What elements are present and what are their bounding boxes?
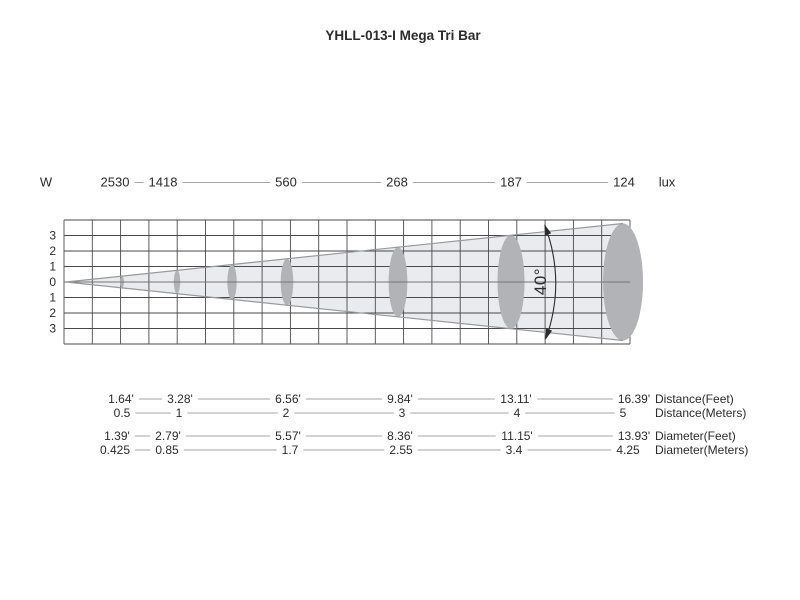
lux-value: 2530 bbox=[101, 175, 130, 190]
distance-meters-value: 1 bbox=[176, 406, 183, 420]
y-axis-tick-label: 2 bbox=[49, 306, 56, 320]
diameter-feet-value: 1.39' bbox=[104, 429, 130, 443]
distance-feet-value: 1.64' bbox=[108, 392, 134, 406]
distance-feet-value: 9.84' bbox=[387, 392, 413, 406]
diameter-feet-value: 8.36' bbox=[387, 429, 413, 443]
beam-cone-top-edge bbox=[65, 222, 624, 283]
distance-meters-label: Distance(Meters) bbox=[655, 406, 746, 420]
y-axis-tick-label: 2 bbox=[49, 244, 56, 258]
distance-meters-value: 4 bbox=[514, 406, 521, 420]
beam-angle-label: 40° bbox=[531, 268, 550, 295]
diameter-meters-value: 0.85 bbox=[155, 443, 179, 457]
diameter-meters-value: 3.4 bbox=[506, 443, 523, 457]
diameter-feet-value: 5.57' bbox=[275, 429, 301, 443]
diameter-feet-label: Diameter(Feet) bbox=[655, 429, 736, 443]
y-axis-tick-label: 1 bbox=[49, 291, 56, 305]
y-axis-tick-label: 3 bbox=[49, 322, 56, 336]
lux-unit-label: lux bbox=[659, 175, 676, 190]
distance-feet-value: 16.39' bbox=[618, 392, 650, 406]
diameter-feet-value: 2.79' bbox=[155, 429, 181, 443]
distance-feet-value: 3.28' bbox=[167, 392, 193, 406]
lux-value: 268 bbox=[386, 175, 408, 190]
y-axis-tick-label: 3 bbox=[49, 229, 56, 243]
diameter-meters-value: 0.425 bbox=[100, 443, 130, 457]
page-title: YHLL-013-I Mega Tri Bar bbox=[325, 28, 481, 43]
distance-meters-value: 3 bbox=[399, 406, 406, 420]
diameter-feet-value: 13.93' bbox=[618, 429, 650, 443]
watt-unit-label: W bbox=[40, 175, 53, 190]
diameter-meters-label: Diameter(Meters) bbox=[655, 443, 748, 457]
diameter-meters-value: 2.55 bbox=[389, 443, 413, 457]
y-axis-tick-label: 1 bbox=[49, 260, 56, 274]
distance-meters-value: 5 bbox=[620, 406, 627, 420]
lux-value: 560 bbox=[275, 175, 297, 190]
arrowhead-up-icon bbox=[544, 224, 552, 236]
distance-feet-value: 6.56' bbox=[275, 392, 301, 406]
diameter-meters-value: 1.7 bbox=[282, 443, 299, 457]
distance-meters-value: 0.5 bbox=[114, 406, 131, 420]
distance-meters-value: 2 bbox=[283, 406, 290, 420]
lux-value: 187 bbox=[500, 175, 522, 190]
lux-value: 1418 bbox=[149, 175, 178, 190]
diameter-meters-value: 4.25 bbox=[616, 443, 640, 457]
y-axis-tick-label: 0 bbox=[49, 275, 56, 289]
lux-value: 124 bbox=[613, 175, 635, 190]
diameter-feet-value: 11.15' bbox=[501, 429, 532, 443]
beam-cone-bottom-edge bbox=[65, 281, 624, 342]
arrowhead-down-icon bbox=[545, 328, 553, 340]
distance-feet-value: 13.11' bbox=[500, 392, 531, 406]
beam-angle-arc bbox=[544, 225, 557, 339]
distance-feet-label: Distance(Feet) bbox=[655, 392, 734, 406]
